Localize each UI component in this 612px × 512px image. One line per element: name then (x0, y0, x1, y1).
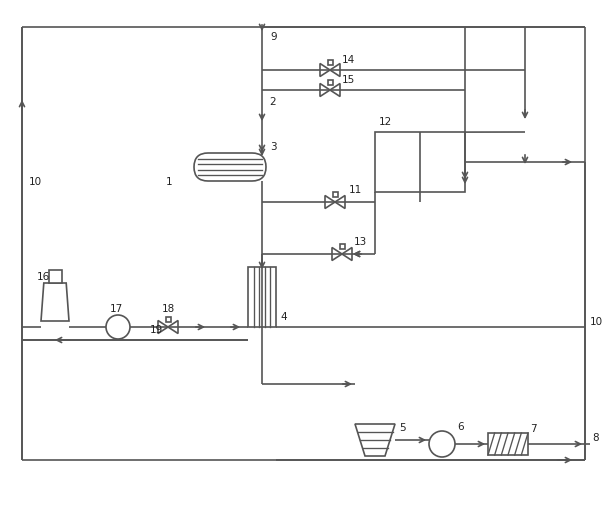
Text: 2: 2 (269, 97, 275, 107)
Text: 14: 14 (342, 55, 355, 65)
Polygon shape (168, 321, 178, 333)
Bar (327, 59, 332, 65)
FancyBboxPatch shape (194, 153, 266, 181)
Text: 16: 16 (37, 272, 50, 282)
Polygon shape (330, 83, 340, 96)
Bar (375, 132, 465, 192)
Text: 9: 9 (270, 32, 277, 42)
Text: 3: 3 (270, 142, 277, 152)
Polygon shape (332, 247, 342, 261)
Polygon shape (342, 247, 352, 261)
Polygon shape (41, 283, 69, 321)
Text: 13: 13 (354, 237, 367, 247)
Bar (165, 316, 171, 322)
Text: 1: 1 (166, 177, 173, 187)
Circle shape (429, 431, 455, 457)
Bar (340, 244, 345, 248)
Bar (327, 79, 332, 84)
Polygon shape (320, 83, 330, 96)
Text: 18: 18 (162, 304, 175, 314)
Text: 5: 5 (399, 423, 406, 433)
Text: 15: 15 (342, 75, 355, 85)
Bar (332, 191, 337, 197)
Text: 11: 11 (349, 185, 362, 195)
Bar (488, 433, 528, 455)
Text: 17: 17 (110, 304, 123, 314)
Text: 8: 8 (592, 433, 599, 443)
Text: 7: 7 (530, 424, 537, 434)
Text: 10: 10 (590, 317, 603, 327)
Bar (248, 267, 276, 327)
Polygon shape (355, 424, 395, 456)
Polygon shape (320, 63, 330, 76)
Polygon shape (330, 63, 340, 76)
Text: 10: 10 (29, 177, 42, 187)
Text: 12: 12 (379, 117, 392, 127)
Circle shape (106, 315, 130, 339)
Polygon shape (325, 196, 335, 208)
Polygon shape (158, 321, 168, 333)
Text: 6: 6 (457, 422, 464, 432)
Text: 4: 4 (280, 312, 286, 322)
Polygon shape (335, 196, 345, 208)
Bar (48, 270, 61, 283)
Text: 19: 19 (150, 325, 163, 335)
